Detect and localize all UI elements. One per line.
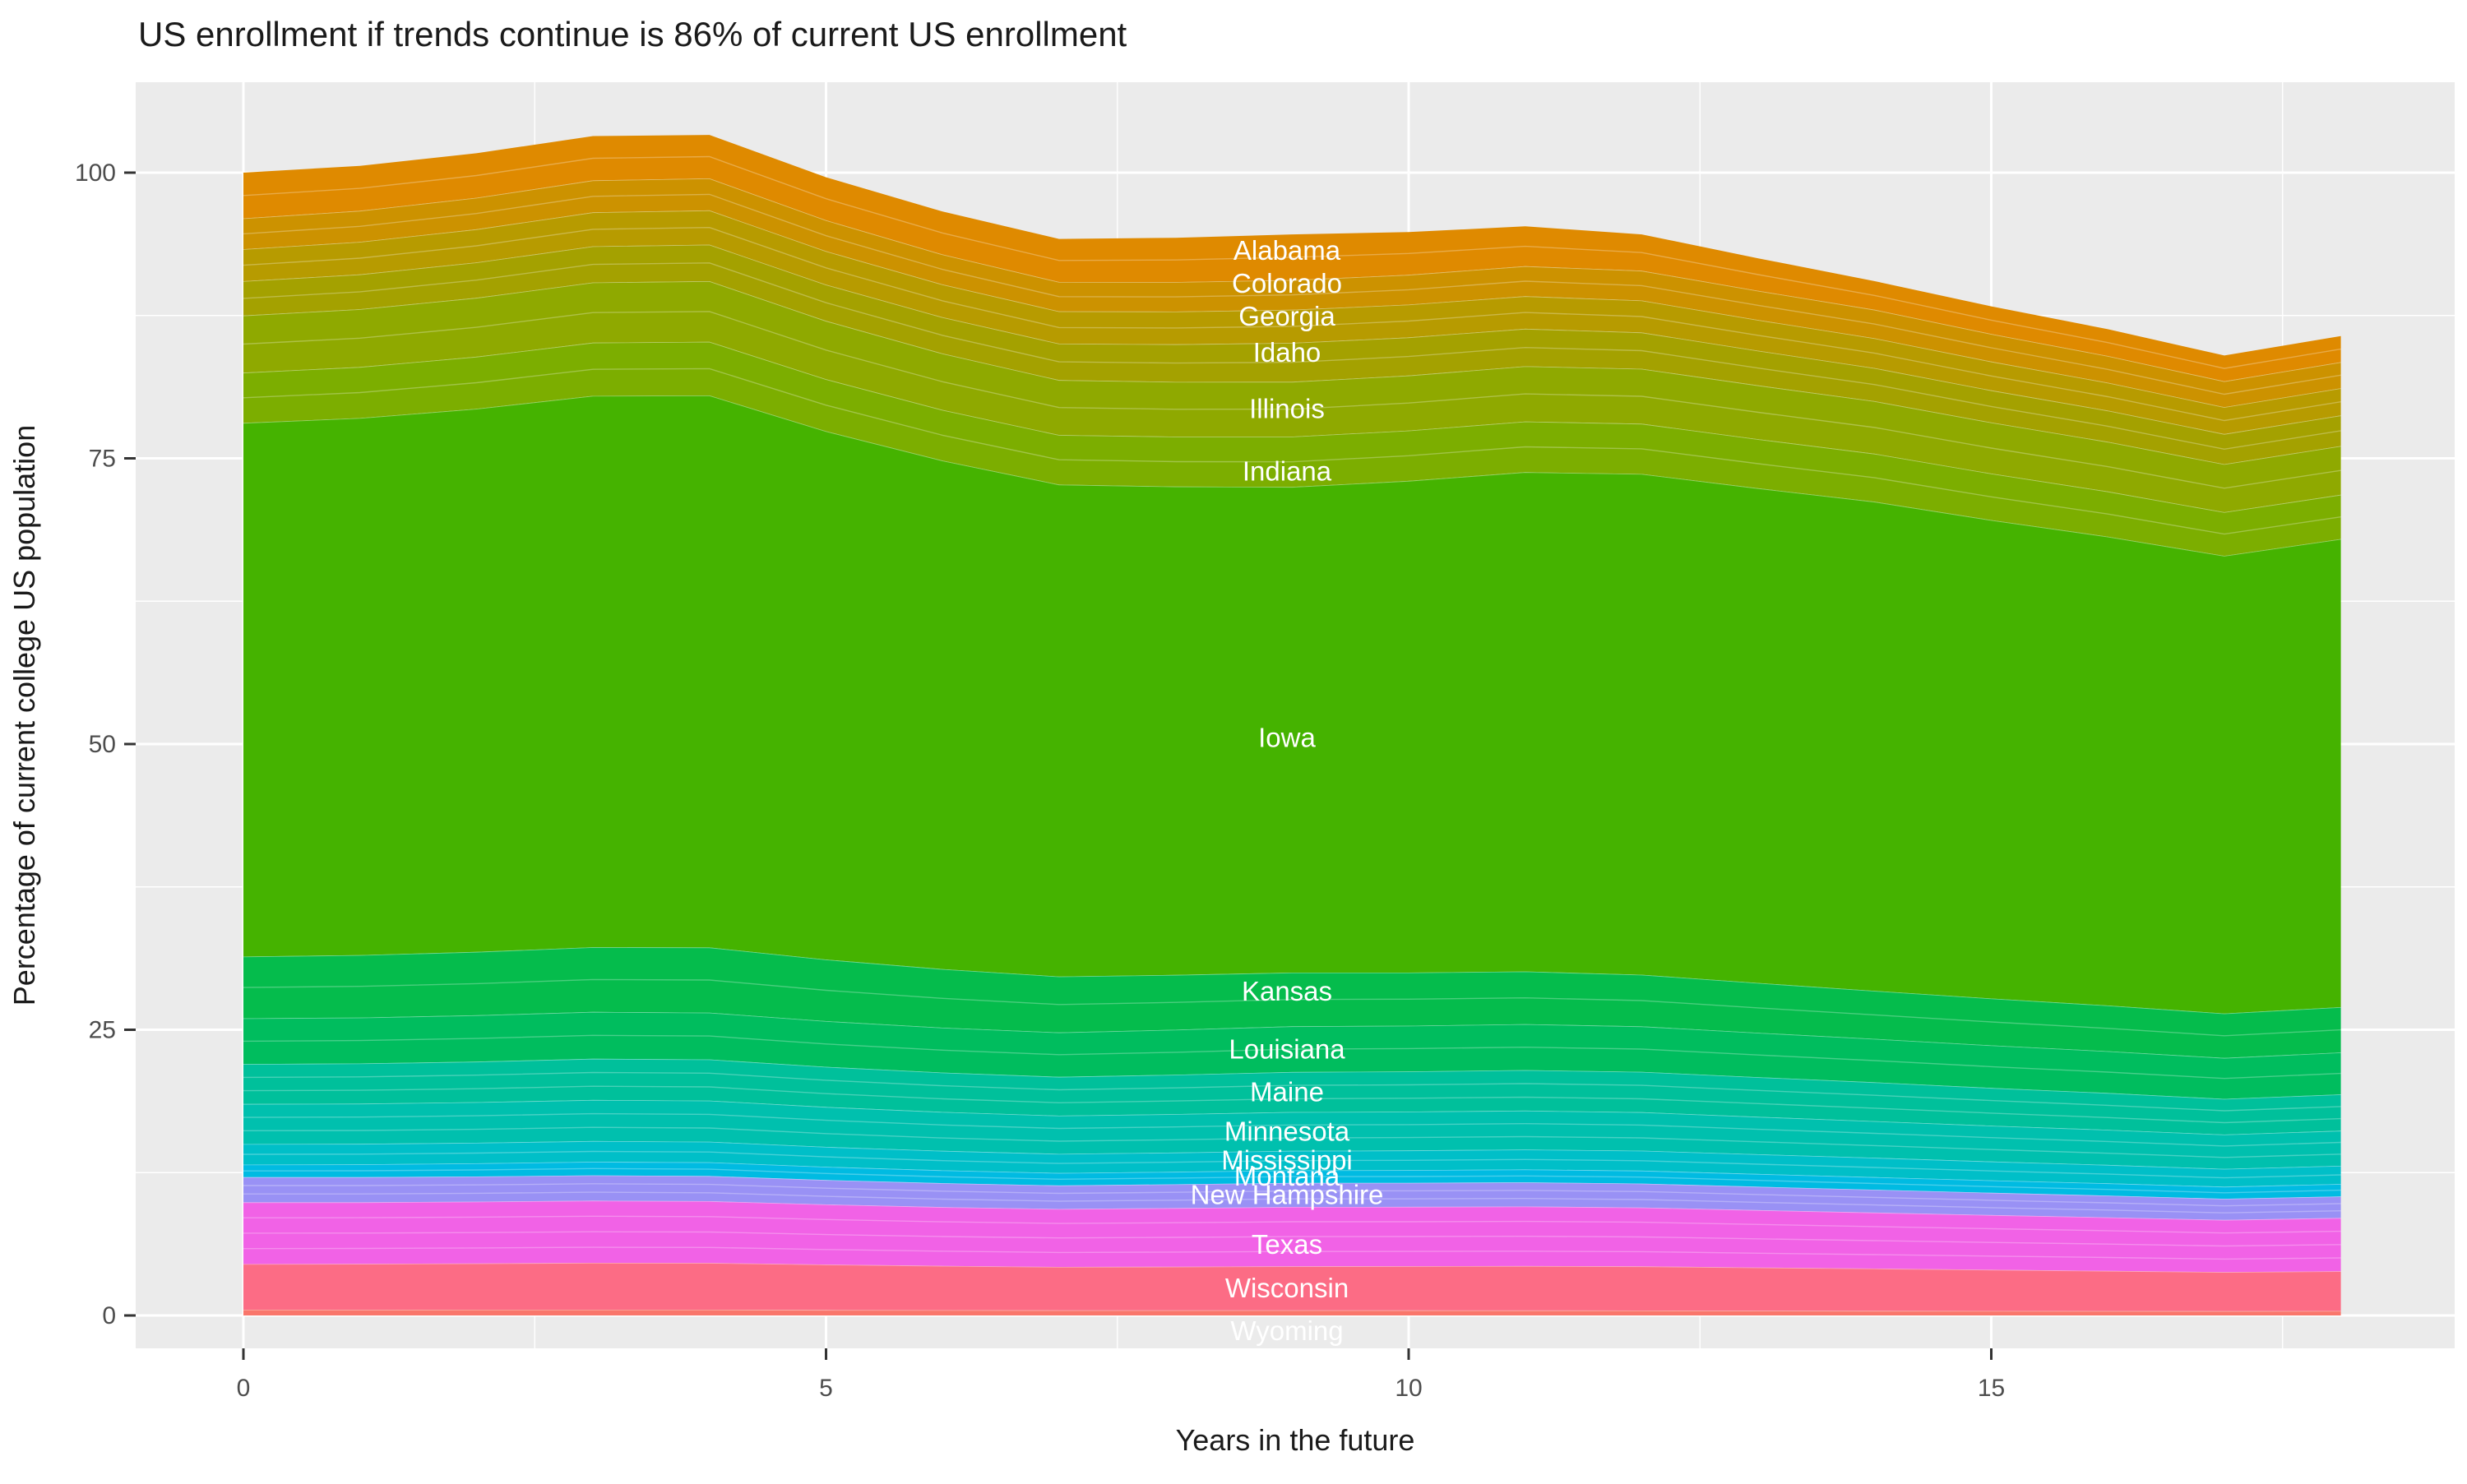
- band-label-texas: Texas: [1252, 1229, 1322, 1260]
- area-band-mississippi: [243, 1140, 2341, 1187]
- sub-band-line: [243, 226, 2341, 422]
- area-band-new-hampshire: [243, 1175, 2341, 1220]
- sub-band-line: [243, 1191, 2341, 1214]
- sub-band-line: [243, 1034, 2341, 1079]
- band-label-wisconsin: Wisconsin: [1225, 1273, 1349, 1303]
- sub-band-line: [243, 1231, 2341, 1247]
- band-label-alabama: Alabama: [1234, 235, 1341, 266]
- y-tick-label: 100: [75, 159, 116, 187]
- band-label-minnesota: Minnesota: [1224, 1116, 1350, 1146]
- y-tick-label: 0: [102, 1302, 116, 1329]
- y-tick-label: 25: [89, 1017, 116, 1044]
- x-tick-label: 0: [237, 1375, 251, 1402]
- sub-band-line: [243, 262, 2341, 451]
- sub-band-line: [243, 1183, 2341, 1207]
- band-label-montana: Montana: [1234, 1161, 1340, 1191]
- sub-band-line: [243, 1215, 2341, 1234]
- axis-tick-marks: [124, 171, 1993, 1360]
- area-band-wyoming: [243, 1310, 2341, 1315]
- sub-band-line: [243, 1071, 2341, 1112]
- area-band-indiana: [243, 341, 2341, 557]
- y-axis-title: Percentage of current college US populat…: [7, 425, 41, 1006]
- y-tick-label: 75: [89, 446, 116, 473]
- state-band-labels: Wyoming Wisconsin Texas New HampshireMontan…: [1191, 235, 1384, 1346]
- band-label-maine: Maine: [1250, 1076, 1324, 1107]
- axis-tick-labels: 0 5 10 15 0 25 50 75 100: [75, 159, 2005, 1402]
- sub-band-line: [243, 311, 2341, 489]
- band-label-illinois: Illinois: [1249, 394, 1325, 424]
- band-label-georgia: Georgia: [1238, 301, 1335, 331]
- band-label-new-hampshire: New Hampshire: [1191, 1179, 1384, 1209]
- area-band-wisconsin: [243, 1263, 2341, 1311]
- area-band-minnesota: [243, 1099, 2341, 1169]
- sub-band-line: [243, 1150, 2341, 1179]
- area-band-alabama: [243, 135, 2341, 381]
- sub-band-line: [243, 1246, 2341, 1260]
- area-band-illinois: [243, 281, 2341, 512]
- area-band-iowa: [243, 395, 2341, 1014]
- area-band-maine: [243, 1058, 2341, 1135]
- band-label-louisiana: Louisiana: [1229, 1033, 1345, 1064]
- band-label-indiana: Indiana: [1243, 456, 1332, 487]
- band-label-idaho: Idaho: [1253, 337, 1321, 368]
- area-band-kansas: [243, 947, 2341, 1058]
- x-tick-label: 5: [819, 1375, 833, 1402]
- band-label-mississippi: Mississippi: [1221, 1145, 1353, 1176]
- band-label-wyoming: Wyoming: [1230, 1315, 1343, 1346]
- area-band-louisiana: [243, 1011, 2341, 1099]
- plot-title: US enrollment if trends continue is 86% …: [138, 15, 1127, 53]
- area-band-texas: [243, 1200, 2341, 1273]
- band-label-kansas: Kansas: [1242, 976, 1332, 1006]
- sub-band-line: [243, 978, 2341, 1037]
- sub-band-line: [243, 155, 2341, 369]
- sub-band-line: [243, 1112, 2341, 1147]
- sub-band-line: [243, 193, 2341, 395]
- x-tick-label: 10: [1395, 1375, 1422, 1402]
- x-axis-title: Years in the future: [1176, 1423, 1415, 1457]
- band-label-iowa: Iowa: [1258, 723, 1316, 753]
- sub-band-line: [243, 368, 2341, 535]
- band-label-colorado: Colorado: [1232, 268, 1342, 298]
- sub-band-line: [243, 1167, 2341, 1194]
- x-tick-label: 15: [1978, 1375, 2005, 1402]
- sub-band-line: [243, 1085, 2341, 1124]
- area-band-colorado: [243, 178, 2341, 408]
- area-band-montana: [243, 1162, 2341, 1200]
- stacked-area-bands: [243, 135, 2341, 1315]
- area-band-georgia: [243, 210, 2341, 434]
- sub-band-line: [243, 1126, 2341, 1158]
- area-band-idaho: [243, 244, 2341, 465]
- y-tick-label: 50: [89, 731, 116, 758]
